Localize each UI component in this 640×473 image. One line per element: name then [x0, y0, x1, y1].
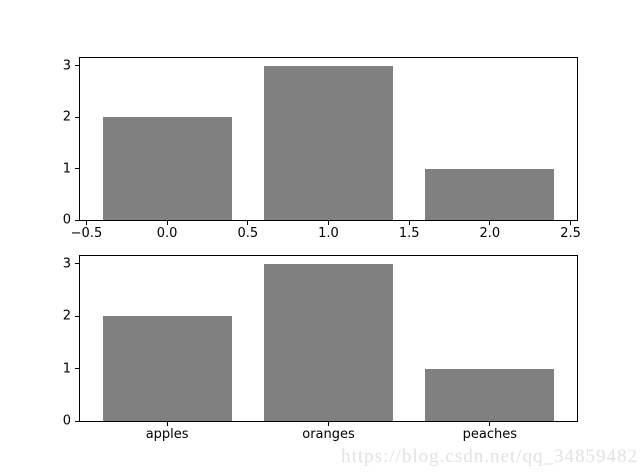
subplot-top-plot-area: 0 1 2 3 −0.5 0.0 0.5 1.0 1.5 2.0 2.5 [63, 57, 581, 240]
bar [263, 65, 394, 220]
x-tick-mark [328, 422, 329, 426]
x-tick-label: 2.5 [560, 226, 581, 241]
x-tick-label: 1.5 [398, 226, 420, 241]
bar [102, 316, 232, 421]
x-tick-mark [166, 422, 168, 426]
y-tick-mark [75, 263, 79, 265]
x-tick-mark [328, 221, 329, 225]
x-tick-label: peaches [462, 427, 518, 442]
x-tick-mark [570, 221, 572, 225]
y-tick-mark [75, 420, 79, 422]
subplot-bottom-plot-area: 0 1 2 3 apples oranges peaches [63, 255, 578, 441]
y-tick-label: 2 [62, 308, 71, 324]
bar [102, 117, 232, 220]
x-tick-label: 0.0 [156, 226, 178, 241]
x-tick-mark [489, 422, 491, 426]
y-tick-label: 0 [62, 413, 71, 429]
x-tick-label: apples [145, 427, 189, 442]
y-tick-label: 1 [62, 361, 71, 377]
y-tick-mark [75, 368, 79, 370]
watermark-text: https://blog.csdn.net/qq_34859482 [341, 446, 638, 467]
x-tick-mark [408, 221, 410, 225]
y-tick-label: 2 [62, 109, 71, 125]
x-tick-mark [489, 221, 491, 225]
x-tick-label: 1.0 [318, 226, 339, 241]
x-tick-label: 2.0 [479, 226, 501, 241]
y-tick-mark [75, 168, 79, 170]
y-tick-mark [75, 65, 79, 67]
y-tick-label: 3 [62, 58, 71, 74]
y-tick-mark [75, 219, 79, 221]
x-tick-mark [85, 221, 87, 225]
x-tick-mark [247, 221, 249, 225]
x-tick-label: oranges [302, 427, 355, 442]
bar [425, 168, 555, 220]
bar [425, 368, 555, 421]
bar [263, 263, 394, 421]
y-tick-label: 3 [62, 256, 71, 272]
y-tick-mark [75, 315, 79, 317]
x-tick-mark [166, 221, 168, 225]
y-tick-label: 0 [62, 212, 71, 228]
y-tick-mark [75, 116, 79, 118]
y-tick-label: 1 [62, 161, 71, 177]
x-tick-label: 0.5 [237, 226, 259, 241]
x-tick-label: −0.5 [70, 226, 103, 241]
